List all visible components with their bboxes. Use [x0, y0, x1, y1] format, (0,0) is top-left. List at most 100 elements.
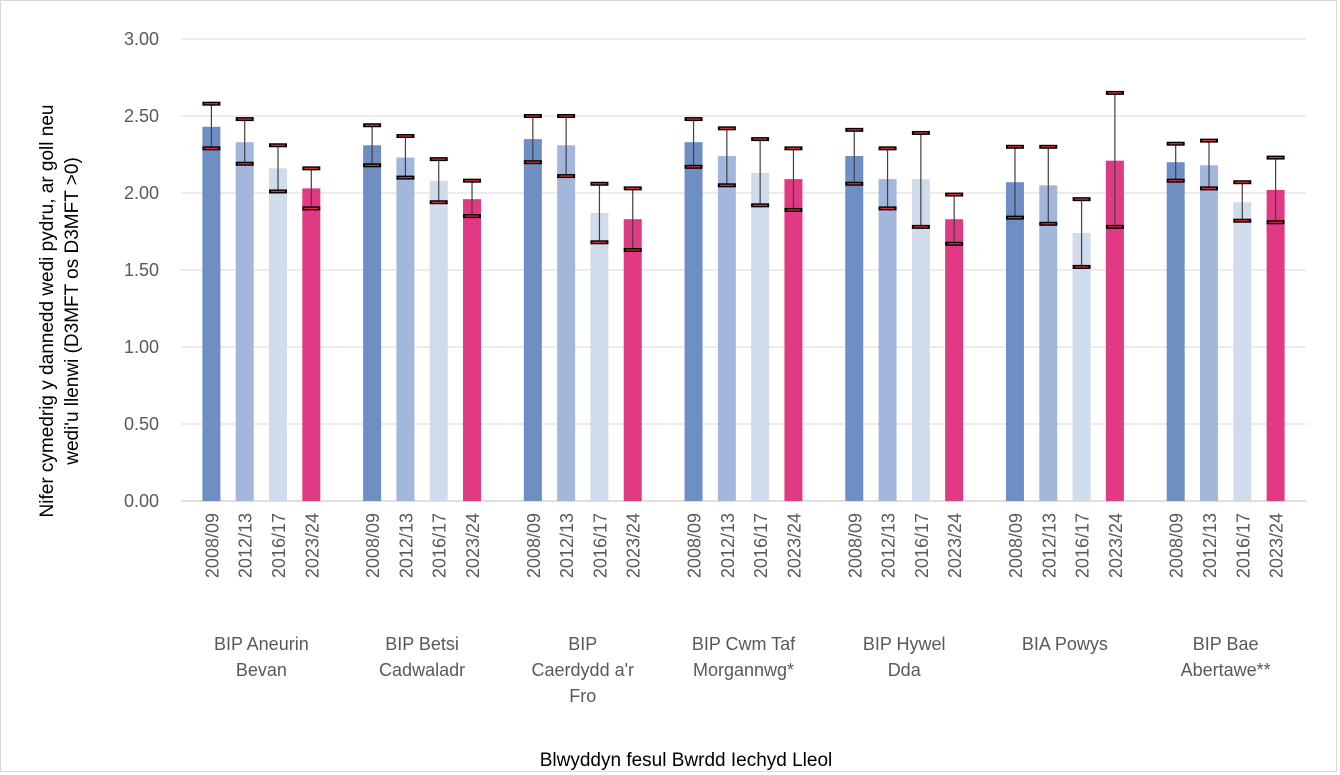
category-label: Bevan: [236, 660, 287, 680]
error-cap-highlight: [880, 207, 895, 209]
bar: [1039, 185, 1058, 502]
year-tick-label: 2023/24: [624, 513, 644, 578]
error-cap-highlight: [559, 115, 574, 117]
error-cap-highlight: [913, 226, 928, 228]
bar: [751, 172, 770, 502]
error-cap-highlight: [559, 175, 574, 177]
category-label: Morgannwg*: [693, 660, 794, 680]
year-tick-label: 2023/24: [463, 513, 483, 578]
year-tick-label: 2012/13: [1039, 513, 1059, 578]
bar: [1199, 165, 1218, 501]
bar: [1266, 189, 1285, 502]
year-tick-label: 2023/24: [1267, 513, 1287, 578]
year-tick-label: 2016/17: [912, 513, 932, 578]
year-tick-label: 2016/17: [590, 513, 610, 578]
error-cap-highlight: [1168, 180, 1183, 182]
error-cap-highlight: [398, 135, 413, 137]
category-label: Dda: [888, 660, 922, 680]
year-tick-label: 2023/24: [302, 513, 322, 578]
error-cap-highlight: [1107, 226, 1122, 228]
bar: [878, 179, 897, 501]
error-cap-highlight: [304, 207, 319, 209]
error-cap-highlight: [753, 204, 768, 206]
year-tick-label: 2012/13: [396, 513, 416, 578]
error-cap-highlight: [204, 147, 219, 149]
bar: [202, 126, 221, 501]
error-cap-highlight: [1235, 181, 1250, 183]
bar: [363, 145, 382, 501]
bar: [684, 142, 703, 501]
year-tick-label: 2012/13: [879, 513, 899, 578]
error-cap-highlight: [719, 127, 734, 129]
year-tick-label: 2008/09: [363, 513, 383, 578]
year-tick-label: 2008/09: [685, 513, 705, 578]
error-cap-highlight: [719, 184, 734, 186]
error-cap-highlight: [686, 118, 701, 120]
bar: [623, 219, 642, 501]
y-tick-label: 2.00: [124, 183, 159, 203]
category-label: BIP Hywel: [863, 634, 946, 654]
error-cap-highlight: [1107, 92, 1122, 94]
error-cap-highlight: [1268, 221, 1283, 223]
error-cap-highlight: [431, 201, 446, 203]
bar: [463, 199, 482, 501]
y-tick-label: 3.00: [124, 29, 159, 49]
category-label: BIP Betsi: [385, 634, 459, 654]
error-cap-highlight: [847, 183, 862, 185]
bar: [429, 180, 448, 501]
category-label: Abertawe**: [1181, 660, 1271, 680]
year-tick-label: 2023/24: [784, 513, 804, 578]
y-tick-label: 1.50: [124, 260, 159, 280]
year-tick-label: 2016/17: [269, 513, 289, 578]
error-cap-highlight: [271, 190, 286, 193]
error-cap-highlight: [786, 147, 801, 149]
year-tick-label: 2008/09: [202, 513, 222, 578]
error-cap-highlight: [465, 180, 480, 182]
error-cap-highlight: [525, 161, 540, 163]
error-cap-highlight: [625, 187, 640, 189]
bar: [1233, 202, 1252, 502]
error-cap-highlight: [592, 241, 607, 243]
error-cap-highlight: [1041, 223, 1056, 225]
y-tick-label: 2.50: [124, 106, 159, 126]
year-tick-label: 2016/17: [1233, 513, 1253, 578]
error-cap-highlight: [786, 209, 801, 211]
error-cap-highlight: [913, 132, 928, 134]
error-cap-highlight: [686, 166, 701, 168]
error-cap-highlight: [753, 138, 768, 140]
error-cap-highlight: [465, 215, 480, 217]
error-cap-highlight: [1268, 156, 1283, 159]
category-label: Caerdydd a'r: [532, 660, 635, 680]
category-label: BIP: [568, 634, 597, 654]
error-cap-highlight: [1074, 266, 1089, 268]
year-tick-label: 2016/17: [751, 513, 771, 578]
error-cap-highlight: [237, 118, 252, 120]
error-cap-highlight: [1168, 143, 1183, 145]
error-cap-highlight: [365, 124, 380, 126]
error-cap-highlight: [431, 158, 446, 160]
error-cap-highlight: [1074, 198, 1089, 200]
y-tick-label: 0.00: [124, 491, 159, 511]
bar: [845, 156, 864, 502]
category-label: BIP Bae: [1193, 634, 1259, 654]
error-cap-highlight: [204, 103, 219, 105]
error-cap-highlight: [271, 144, 286, 146]
error-cap-highlight: [1235, 220, 1250, 222]
x-axis-title: Blwyddyn fesul Bwrdd Iechyd Lleol: [540, 750, 833, 771]
error-cap-highlight: [304, 167, 319, 169]
error-cap-highlight: [947, 243, 962, 245]
bar: [1005, 182, 1024, 501]
year-tick-label: 2016/17: [430, 513, 450, 578]
bar: [1105, 160, 1124, 501]
y-axis-title: Nifer cymedrig y dannedd wedi pydru, ar …: [37, 105, 58, 518]
category-label: BIP Cwm Taf: [692, 634, 796, 654]
bar: [717, 156, 736, 502]
error-cap-highlight: [1041, 146, 1056, 148]
error-cap-highlight: [237, 163, 252, 165]
year-tick-label: 2023/24: [945, 513, 965, 578]
year-tick-label: 2008/09: [845, 513, 865, 578]
error-cap-highlight: [592, 183, 607, 185]
year-tick-label: 2008/09: [1006, 513, 1026, 578]
